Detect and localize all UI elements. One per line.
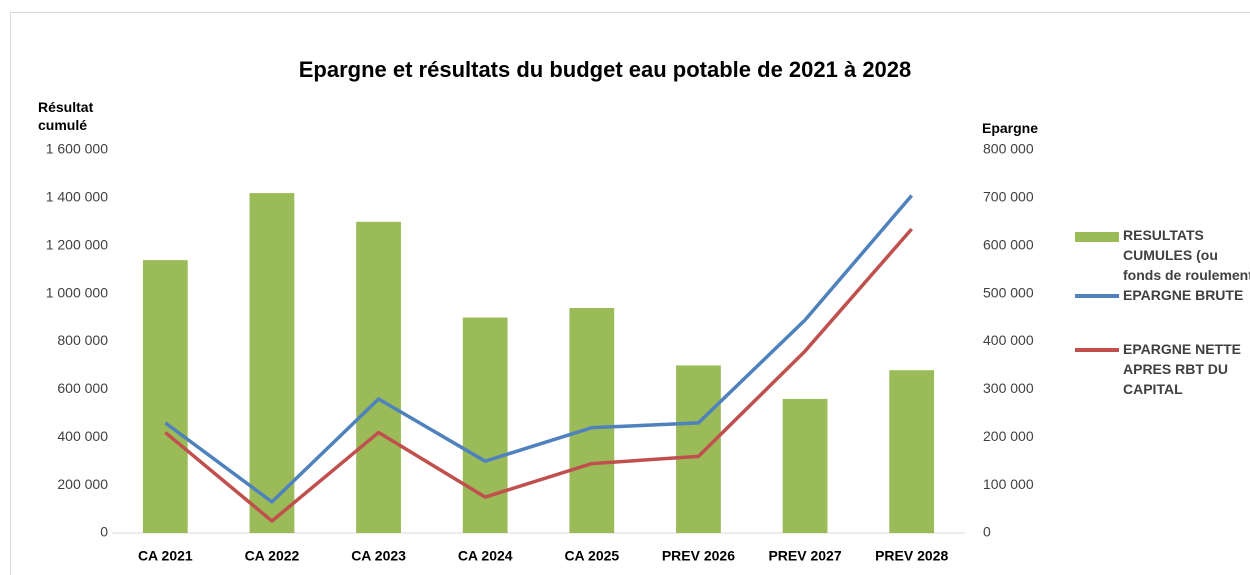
y2-tick-label: 100 000 [983, 476, 1034, 492]
x-tick-label: PREV 2027 [768, 548, 841, 564]
y-tick-label: 200 000 [57, 476, 108, 492]
y2-tick-label: 500 000 [983, 284, 1034, 300]
legend-entry: EPARGNE BRUTE [1075, 285, 1250, 305]
legend-label: EPARGNE BRUTE [1123, 287, 1244, 303]
line [164, 227, 914, 523]
y2-tick-label: 600 000 [983, 236, 1034, 252]
y2-tick-label: 200 000 [983, 428, 1034, 444]
legend-entry: RESULTATS CUMULES (ou fonds de roulement… [1075, 225, 1250, 285]
x-tick-label: CA 2024 [458, 548, 513, 564]
x-tick-label: CA 2022 [245, 548, 300, 564]
y-tick-label: 1 600 000 [46, 141, 108, 157]
legend: RESULTATS CUMULES (ou fonds de roulement… [1075, 225, 1250, 399]
y-tick-label: 1 000 000 [46, 284, 108, 300]
x-tick-label: PREV 2026 [662, 548, 735, 564]
bar [782, 398, 828, 533]
x-tick-label: PREV 2028 [875, 548, 948, 564]
y-tick-label: 600 000 [57, 380, 108, 396]
bar [462, 317, 508, 533]
legend-label: EPARGNE NETTE APRES RBT DU CAPITAL [1123, 341, 1241, 397]
legend-swatch [1075, 348, 1119, 352]
y-tick-label: 800 000 [57, 332, 108, 348]
y-tick-label: 0 [100, 524, 108, 540]
legend-swatch [1075, 232, 1119, 242]
y2-tick-label: 0 [983, 524, 991, 540]
legend-swatch [1075, 294, 1119, 298]
y-axis-title: Résultat cumulé [38, 99, 94, 133]
bar [142, 260, 188, 533]
bar [569, 307, 615, 533]
y2-tick-label: 300 000 [983, 380, 1034, 396]
chart-title: Epargne et résultats du budget eau potab… [299, 57, 912, 82]
line [164, 194, 914, 504]
y-tick-label: 400 000 [57, 428, 108, 444]
y-tick-label: 1 400 000 [46, 189, 108, 205]
x-tick-label: CA 2021 [138, 548, 193, 564]
y2-tick-label: 800 000 [983, 141, 1034, 157]
y-tick-label: 1 200 000 [46, 236, 108, 252]
bar [249, 193, 295, 533]
bar [889, 370, 935, 533]
x-tick-label: CA 2023 [351, 548, 406, 564]
bar [356, 221, 401, 533]
y2-tick-label: 700 000 [983, 189, 1034, 205]
legend-entry: EPARGNE NETTE APRES RBT DU CAPITAL [1075, 339, 1250, 399]
legend-label: RESULTATS CUMULES (ou fonds de roulement… [1123, 227, 1250, 283]
y2-tick-label: 400 000 [983, 332, 1034, 348]
bar [676, 365, 721, 533]
chart-frame [10, 12, 1250, 575]
x-tick-label: CA 2025 [564, 548, 619, 564]
y2-axis-title: Epargne [982, 120, 1039, 136]
